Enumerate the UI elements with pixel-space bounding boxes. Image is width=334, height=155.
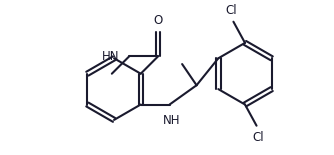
Text: Cl: Cl [226, 4, 237, 17]
Text: HN: HN [102, 50, 120, 63]
Text: Cl: Cl [253, 131, 264, 144]
Text: O: O [153, 13, 163, 27]
Text: NH: NH [163, 114, 180, 127]
